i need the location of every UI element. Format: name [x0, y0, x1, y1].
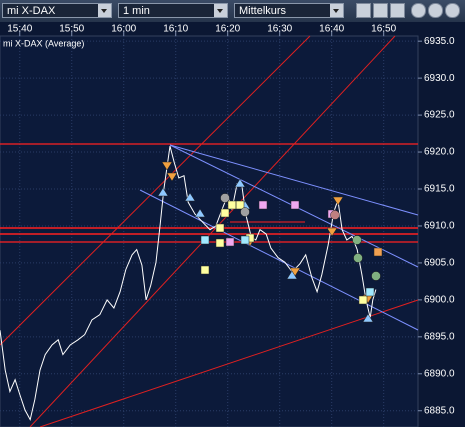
square-marker	[225, 200, 337, 247]
circle-marker	[371, 271, 381, 281]
price-type: Mittelkurs	[239, 5, 287, 17]
x-tick-label: 16:30	[267, 24, 292, 35]
x-tick-label: 16:00	[111, 24, 136, 35]
y-tick-label: 6915.0	[424, 184, 455, 195]
y-tick-label: 6920.0	[424, 147, 455, 158]
circle-marker	[353, 253, 363, 263]
dropdown-arrow	[98, 4, 111, 17]
interval: 1 min	[123, 5, 150, 17]
x-tick-label: 16:10	[163, 24, 188, 35]
trend-line	[39, 299, 419, 427]
trend-line	[29, 35, 396, 427]
time-axis	[0, 22, 465, 36]
dropdown-arrow	[330, 4, 343, 17]
plot-area	[0, 35, 419, 427]
dropdown-arrow	[214, 4, 227, 17]
buy-marker	[157, 178, 374, 323]
chart: mi X-DAX (Average) 6885.0 6890.0 6895.0 690…	[0, 22, 465, 427]
x-tick-label: 16:50	[371, 24, 396, 35]
y-tick-label: 6905.0	[424, 258, 455, 269]
interval-select[interactable]: 1 min	[118, 3, 228, 18]
channel-line	[169, 144, 419, 216]
tool-button[interactable]	[356, 3, 371, 18]
square-marker	[200, 235, 375, 297]
x-tick-label: 16:20	[215, 24, 240, 35]
instrument-select[interactable]: mi X-DAX	[2, 3, 112, 18]
tool-button[interactable]	[373, 3, 388, 18]
toolbar: mi X-DAX 1 min Mittelkurs	[0, 0, 465, 22]
circle-marker	[240, 207, 250, 217]
circle-marker	[220, 193, 230, 203]
x-tick-label: 16:40	[319, 24, 344, 35]
y-tick-label: 6900.0	[424, 295, 455, 306]
x-tick-label: 15:50	[59, 24, 84, 35]
tool-button[interactable]	[390, 3, 405, 18]
circle-marker	[352, 235, 362, 245]
trend-line	[0, 35, 311, 346]
y-tick-label: 6935.0	[424, 36, 455, 47]
y-tick-label: 6890.0	[424, 368, 455, 379]
y-tick-label: 6895.0	[424, 331, 455, 342]
y-tick-label: 6930.0	[424, 73, 455, 84]
tool-button[interactable]	[445, 3, 460, 18]
y-tick-label: 6885.0	[424, 405, 455, 416]
instrument: mi X-DAX	[7, 5, 56, 17]
y-tick-label: 6925.0	[424, 110, 455, 121]
price-type-select[interactable]: Mittelkurs	[234, 3, 344, 18]
chart-title: mi X-DAX (Average)	[3, 38, 84, 48]
y-tick-label: 6910.0	[424, 221, 455, 232]
tool-button[interactable]	[411, 3, 426, 18]
tool-button[interactable]	[428, 3, 443, 18]
price-line	[0, 145, 377, 421]
circle-marker	[330, 210, 340, 220]
x-tick-label: 15:40	[7, 24, 32, 35]
square-marker	[373, 247, 383, 257]
